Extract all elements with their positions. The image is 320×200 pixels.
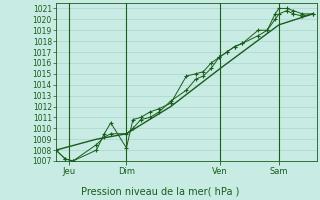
Text: Pression niveau de la mer( hPa ): Pression niveau de la mer( hPa ) (81, 186, 239, 196)
